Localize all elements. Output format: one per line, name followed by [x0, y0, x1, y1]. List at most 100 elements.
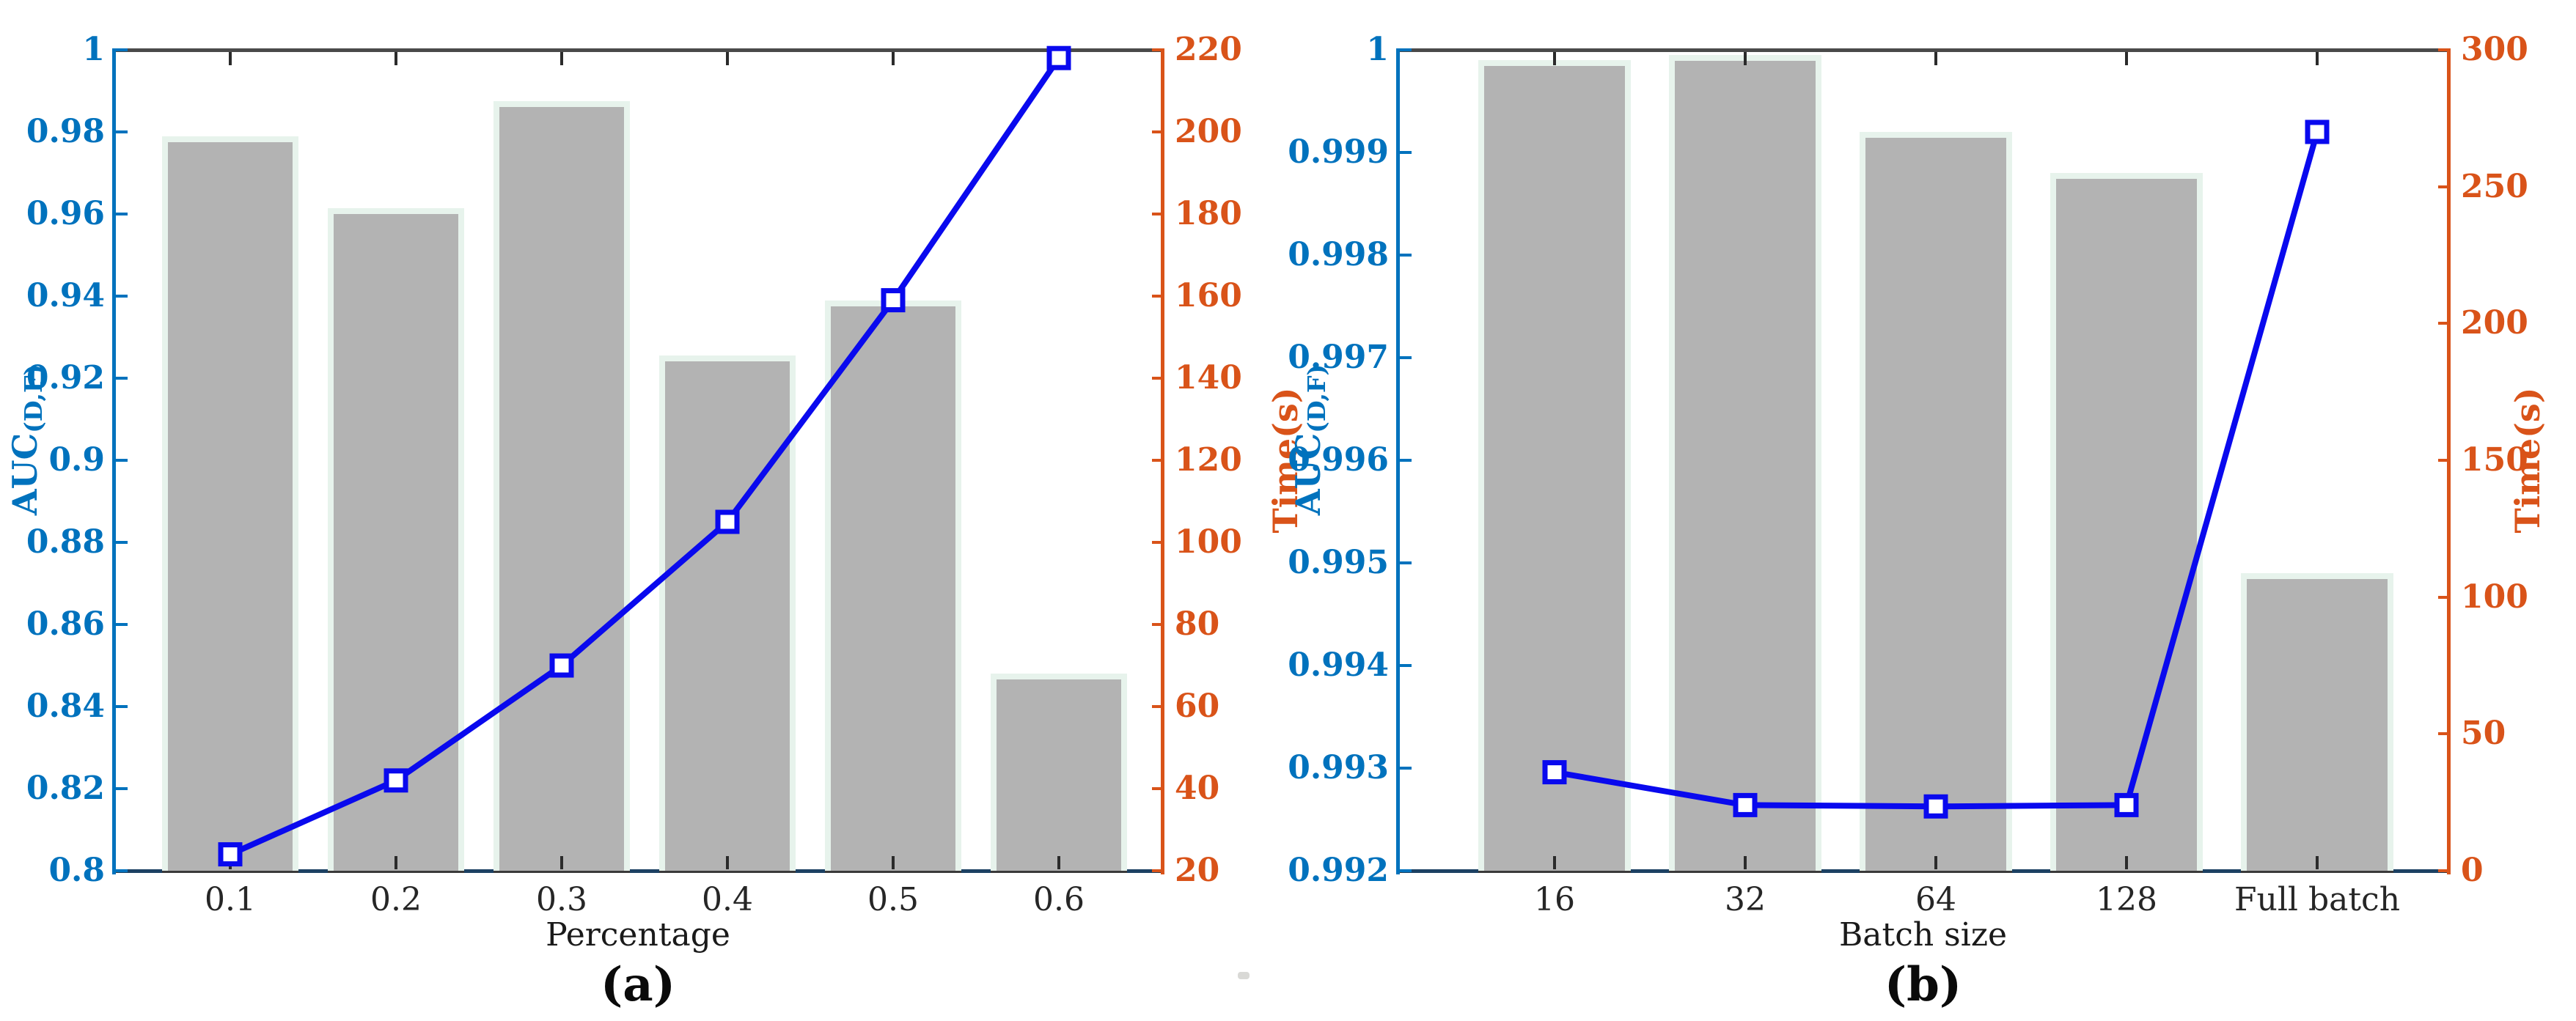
y-tick-label-left-b-0.996: 0.996 [1288, 441, 1389, 479]
x-axis-baseline-gap-segment-a [118, 869, 162, 873]
y-tick-right-a-20 [1152, 869, 1164, 872]
x-tick-top-a-0.5 [892, 52, 895, 65]
x-axis-baseline-gap-segment-b [1631, 869, 1669, 873]
y-tick-label-right-a-180: 180 [1175, 195, 1242, 232]
y-tick-left-a-0.92 [116, 377, 128, 380]
x-axis-baseline-b [1399, 869, 2450, 873]
y-tick-left-b-0.996 [1400, 459, 1412, 462]
x-tick-bottom-a-0.6 [1057, 856, 1060, 869]
bar-b-Full batch [2241, 573, 2393, 871]
x-tick-label-a-0.4: 0.4 [702, 881, 753, 918]
y-tick-left-b-0.994 [1400, 664, 1412, 667]
y-tick-left-a-0.86 [116, 623, 128, 626]
x-axis-label-a: Percentage [546, 916, 730, 954]
data-point-marker-a-0.5 [881, 288, 906, 313]
x-axis-baseline-gap-segment-a [298, 869, 328, 873]
x-axis-baseline-gap-segment-b [1402, 869, 1478, 873]
x-tick-label-b-128: 128 [2096, 881, 2157, 918]
bar-a-0.6 [991, 674, 1127, 871]
x-tick-bottom-b-Full batch [2316, 856, 2319, 869]
bar-b-128 [2050, 173, 2203, 871]
x-tick-label-a-0.5: 0.5 [867, 881, 919, 918]
y-tick-right-b-50 [2438, 732, 2450, 736]
x-tick-bottom-b-64 [1934, 856, 1937, 869]
x-tick-bottom-a-0.2 [395, 856, 397, 869]
y-tick-right-a-120 [1152, 459, 1164, 462]
x-axis-baseline-gap-segment-a [630, 869, 659, 873]
x-axis-baseline-gap-segment-b [1821, 869, 1860, 873]
y-tick-right-a-80 [1152, 623, 1164, 626]
y-tick-label-right-a-220: 220 [1175, 31, 1242, 68]
y-tick-right-a-180 [1152, 213, 1164, 215]
y-tick-left-a-0.9 [116, 459, 128, 462]
data-point-marker-b-Full batch [2305, 119, 2330, 144]
y-tick-label-right-a-140: 140 [1175, 359, 1242, 397]
bar-b-32 [1669, 55, 1821, 871]
x-tick-label-a-0.2: 0.2 [370, 881, 422, 918]
x-tick-label-a-0.1: 0.1 [205, 881, 256, 918]
y-tick-left-a-0.8 [116, 869, 128, 872]
y-tick-label-right-b-300: 300 [2461, 31, 2528, 68]
bar-a-0.5 [825, 300, 961, 871]
y-tick-label-right-a-200: 200 [1175, 113, 1242, 150]
y-tick-label-left-b-0.998: 0.998 [1288, 236, 1389, 273]
y-tick-left-b-0.999 [1400, 151, 1412, 154]
time-line-plot-a [218, 45, 1071, 867]
x-tick-label-b-Full batch: Full batch [2234, 881, 2401, 918]
bar-a-0.1 [162, 136, 298, 871]
y-tick-right-a-140 [1152, 377, 1164, 380]
y-tick-label-left-b-0.992: 0.992 [1288, 852, 1389, 889]
y-tick-label-right-a-40: 40 [1175, 770, 1220, 807]
y-tick-left-b-0.993 [1400, 767, 1412, 770]
x-axis-baseline-gap-segment-a [961, 869, 991, 873]
y-tick-label-right-b-100: 100 [2461, 578, 2528, 616]
x-tick-bottom-a-0.3 [560, 856, 563, 869]
x-axis-baseline-gap-segment-b [2203, 869, 2241, 873]
y-axis-line-left-b [1396, 48, 1400, 874]
data-point-marker-b-64 [1923, 794, 1948, 819]
y-tick-left-a-0.88 [116, 541, 128, 544]
x-tick-top-a-0.2 [395, 52, 397, 65]
x-axis-baseline-gap-segment-a [1127, 869, 1158, 873]
y-tick-label-left-b-0.997: 0.997 [1288, 339, 1389, 376]
y-tick-label-left-a-0.94: 0.94 [26, 277, 105, 314]
y-tick-left-b-0.995 [1400, 561, 1412, 564]
y-tick-right-a-100 [1152, 541, 1164, 544]
y-tick-right-a-200 [1152, 130, 1164, 133]
y-tick-left-a-0.84 [116, 705, 128, 708]
y-tick-label-left-a-0.84: 0.84 [26, 688, 105, 725]
y-tick-label-left-a-1: 1 [82, 31, 105, 68]
data-point-marker-b-16 [1542, 760, 1567, 785]
y-tick-label-left-a-0.96: 0.96 [26, 195, 105, 232]
time-line-b [1554, 130, 2320, 810]
y-tick-label-right-a-120: 120 [1175, 441, 1242, 479]
y-tick-label-left-b-0.999: 0.999 [1288, 133, 1389, 171]
x-tick-top-b-32 [1744, 52, 1747, 65]
y-tick-label-left-a-0.86: 0.86 [26, 605, 105, 643]
bar-b-64 [1860, 132, 2012, 871]
x-axis-label-b: Batch size [1838, 916, 2008, 954]
bar-a-0.3 [493, 101, 630, 871]
data-point-marker-b-32 [1733, 792, 1758, 817]
x-tick-bottom-a-0.4 [726, 856, 729, 869]
y-tick-left-b-0.998 [1400, 254, 1412, 257]
y-tick-label-right-b-250: 250 [2461, 167, 2528, 205]
y-tick-right-a-160 [1152, 295, 1164, 298]
scan-artifact-speck [1238, 972, 1250, 979]
y-tick-left-b-1 [1400, 48, 1412, 51]
y-tick-label-left-a-0.88: 0.88 [26, 523, 105, 561]
y-tick-right-b-200 [2438, 322, 2450, 325]
y-tick-label-right-b-0: 0 [2461, 852, 2484, 889]
y-axis-line-left-a [112, 48, 116, 874]
y-tick-right-b-100 [2438, 595, 2450, 599]
plot-frame-top-b [1399, 48, 2450, 52]
x-tick-top-b-Full batch [2316, 52, 2319, 65]
bar-a-0.2 [328, 207, 464, 871]
y-tick-label-right-b-50: 50 [2461, 715, 2506, 753]
data-point-marker-a-0.1 [218, 842, 243, 867]
plot-frame-top-a [115, 48, 1164, 52]
y-tick-label-left-a-0.92: 0.92 [26, 359, 105, 397]
x-tick-label-b-16: 16 [1534, 881, 1575, 918]
x-tick-label-a-0.6: 0.6 [1033, 881, 1085, 918]
